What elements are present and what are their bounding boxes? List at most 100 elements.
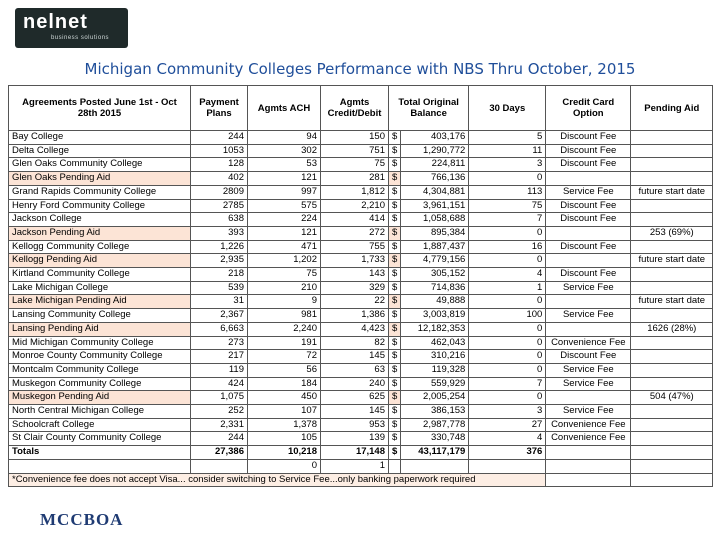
cell: Convenience Fee — [545, 417, 632, 433]
cell: Montcalm Community College — [8, 362, 191, 378]
cell: 10,218 — [247, 445, 321, 460]
nelnet-logo: nelnet business solutions — [15, 8, 128, 48]
cell — [630, 445, 714, 460]
cell: 281 — [320, 171, 389, 186]
cell: 1626 (28%) — [630, 321, 714, 337]
cell: $ — [387, 294, 402, 310]
cell: 75 — [468, 198, 547, 214]
cell: 27 — [468, 417, 547, 433]
cell: Discount Fee — [545, 212, 632, 227]
cell: Service Fee — [545, 184, 632, 200]
logo-text: nelnet — [23, 11, 88, 33]
cell: 330,748 — [400, 431, 470, 447]
cell: 191 — [247, 335, 321, 351]
cell: 1,226 — [190, 239, 248, 255]
column-header: Total Original Balance — [387, 85, 470, 131]
cell: 2,935 — [190, 253, 248, 269]
column-header: 30 Days — [468, 85, 547, 131]
cell: 2,367 — [190, 308, 248, 323]
cell — [630, 239, 714, 255]
cell: 2,210 — [320, 198, 389, 214]
cell: $ — [387, 308, 402, 323]
table-row: Grand Rapids Community College 2809 997 1,8… — [8, 184, 714, 200]
cell: 150 — [320, 130, 389, 145]
cell: 1,812 — [320, 184, 389, 200]
cell — [630, 335, 714, 351]
cell: 113 — [468, 184, 547, 200]
cell: 504 (47%) — [630, 390, 714, 406]
cell: Kirtland Community College — [8, 267, 191, 282]
table-row: Lake Michigan College 539 210 329 $714,836 1 S… — [8, 280, 714, 296]
cell: 2785 — [190, 198, 248, 214]
cell: 4 — [468, 267, 547, 282]
cell: Discount Fee — [545, 198, 632, 214]
cell: 253 (69%) — [630, 225, 714, 241]
cell — [545, 390, 632, 406]
cell — [545, 225, 632, 241]
cell: 1,075 — [190, 390, 248, 406]
cell: 402 — [190, 171, 248, 186]
cell — [545, 445, 632, 460]
cell: Service Fee — [545, 376, 632, 392]
cell: 75 — [320, 157, 389, 173]
cell: 244 — [190, 431, 248, 447]
cell — [630, 472, 714, 488]
cell: $ — [387, 404, 402, 419]
table-row: Bay College 244 94 150 $403,176 5 Discount Fee — [8, 130, 714, 145]
cell: 393 — [190, 225, 248, 241]
cell: Lansing Community College — [8, 308, 191, 323]
cell: Discount Fee — [545, 157, 632, 173]
logo-tagline: business solutions — [51, 35, 110, 41]
column-header: Payment Plans — [190, 85, 248, 131]
cell: 7 — [468, 212, 547, 227]
table-row: St Clair County Community College 244 105 1… — [8, 431, 714, 447]
cell: 403,176 — [400, 130, 470, 145]
column-header: Pending Aid — [630, 85, 714, 131]
cell — [630, 198, 714, 214]
cell: 3,961,151 — [400, 198, 470, 214]
cell: 1,887,437 — [400, 239, 470, 255]
cell: 128 — [190, 157, 248, 173]
cell — [8, 458, 191, 474]
cell: $ — [387, 417, 402, 433]
cell: $ — [387, 184, 402, 200]
cell: $ — [387, 390, 402, 406]
cell: $ — [387, 267, 402, 282]
cell: 5 — [468, 130, 547, 145]
table-row: Monroe County Community College 217 72 145 $… — [8, 349, 714, 364]
cell: 27,386 — [190, 445, 248, 460]
cell: 376 — [468, 445, 547, 460]
cell: $ — [387, 171, 402, 186]
cell: future start date — [630, 253, 714, 269]
cell: Convenience Fee — [545, 335, 632, 351]
cell: 1,290,772 — [400, 143, 470, 159]
cell: 1 — [468, 280, 547, 296]
cell: 11 — [468, 143, 547, 159]
cell — [630, 212, 714, 227]
cell: Monroe County Community College — [8, 349, 191, 364]
cell: 2,240 — [247, 321, 321, 337]
cell: 0 — [468, 321, 547, 337]
cell: 559,929 — [400, 376, 470, 392]
header-row: Agreements Posted June 1st - Oct 28th 20… — [8, 85, 714, 131]
performance-table: Agreements Posted June 1st - Oct 28th 20… — [7, 85, 714, 488]
cell: Jackson Pending Aid — [8, 225, 191, 241]
cell: $ — [387, 349, 402, 364]
cell: 0 — [468, 225, 547, 241]
cell: 1,202 — [247, 253, 321, 269]
cell: $ — [387, 239, 402, 255]
table-row: Muskegon Community College 424 184 240 $559,… — [8, 376, 714, 392]
cell: 4,423 — [320, 321, 389, 337]
cell: Delta College — [8, 143, 191, 159]
cell: Kellogg Pending Aid — [8, 253, 191, 269]
cell: 6,663 — [190, 321, 248, 337]
cell: 1 — [320, 458, 389, 474]
cell: 16 — [468, 239, 547, 255]
cell: 3 — [468, 157, 547, 173]
cell: $ — [387, 212, 402, 227]
cell: 2,005,254 — [400, 390, 470, 406]
cell: 240 — [320, 376, 389, 392]
cell: 143 — [320, 267, 389, 282]
